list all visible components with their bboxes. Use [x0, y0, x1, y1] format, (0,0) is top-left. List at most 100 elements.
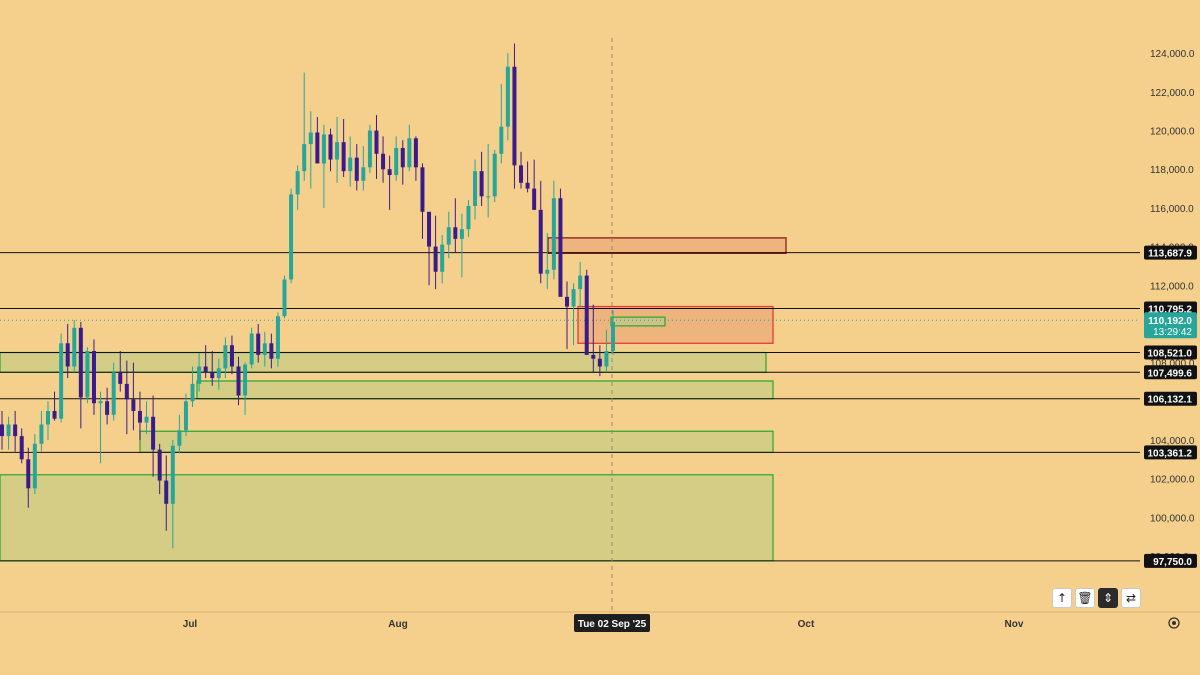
level-tag-bg-3: [1144, 365, 1197, 380]
crosshair-date-label: Tue 02 Sep '25: [578, 619, 647, 630]
chevron-up-down-icon: ⇕: [1102, 591, 1114, 605]
candle-body-48: [315, 132, 320, 164]
trash-icon: 🗑: [1077, 591, 1093, 605]
candle-body-16: [105, 401, 110, 415]
demand-zone-4: [196, 380, 774, 400]
candle-body-4: [26, 459, 31, 489]
candle-body-22: [144, 416, 149, 423]
candle-body-69: [453, 227, 458, 239]
delete-button[interactable]: 🗑: [1075, 588, 1095, 608]
candle-body-62: [407, 138, 412, 168]
candle-body-38: [249, 333, 254, 365]
candle-body-87: [571, 289, 576, 307]
candle-body-60: [394, 147, 399, 176]
candle-body-72: [473, 171, 478, 206]
candle-body-53: [348, 157, 353, 172]
level-tag-label-3: 107,499.6: [1148, 368, 1193, 379]
candle-body-76: [499, 126, 504, 154]
level-tag-bg-1: [1144, 301, 1197, 316]
candle-body-32: [210, 372, 215, 379]
candle-body-85: [558, 198, 563, 297]
candle-body-88: [578, 275, 583, 290]
candle-body-3: [19, 436, 24, 460]
candle-body-33: [216, 368, 221, 379]
time-label-jul: Jul: [183, 619, 198, 630]
candle-body-5: [32, 443, 37, 489]
candle-body-92: [604, 351, 609, 367]
candle-body-78: [512, 66, 517, 166]
candle-body-13: [85, 351, 90, 398]
price-tick-label-1: 122,000.0: [1150, 88, 1195, 99]
candle-body-25: [164, 480, 169, 504]
price-tick-label-9: 100,000.0: [1150, 513, 1195, 524]
price-tick-label-0: 124,000.0: [1150, 49, 1195, 60]
candle-body-21: [137, 410, 142, 423]
candle-body-15: [98, 401, 103, 404]
level-tag-bg-6: [1144, 553, 1197, 568]
candle-body-54: [354, 157, 359, 181]
gear-icon: [1168, 617, 1180, 629]
candle-body-59: [387, 169, 392, 176]
candle-body-34: [223, 345, 228, 369]
candle-body-10: [65, 343, 70, 367]
candle-body-52: [341, 142, 346, 172]
candle-body-50: [328, 134, 333, 160]
countdown-label: 13:29:42: [1153, 327, 1192, 338]
candle-body-81: [532, 188, 537, 210]
level-tag-label-0: 113,687.9: [1148, 249, 1192, 260]
candle-body-2: [13, 424, 18, 437]
candle-body-74: [486, 196, 491, 198]
candle-body-7: [45, 410, 50, 425]
candle-body-73: [479, 171, 484, 197]
price-tick-label-8: 102,000.0: [1150, 475, 1195, 486]
candle-body-9: [59, 343, 64, 419]
current-price-label: 110,192.0: [1148, 316, 1192, 327]
candle-body-64: [420, 167, 425, 212]
candle-body-46: [302, 144, 307, 172]
candle-body-14: [91, 351, 96, 404]
arrow-up-icon: ↑: [1056, 591, 1068, 605]
current-price-tag: [1144, 312, 1197, 339]
candle-body-80: [525, 182, 530, 189]
price-tick-label-5: 112,000.0: [1150, 281, 1194, 292]
candle-body-58: [381, 153, 386, 170]
candle-body-19: [124, 383, 129, 400]
marker-zone-2: [610, 316, 666, 327]
candle-body-71: [466, 205, 471, 230]
candle-body-43: [282, 279, 287, 317]
level-tag-bg-5: [1144, 445, 1197, 460]
candle-body-36: [236, 366, 241, 396]
candle-body-44: [289, 194, 294, 280]
candle-body-17: [111, 372, 116, 415]
price-tick-label-3: 118,000.0: [1150, 165, 1194, 176]
price-tick-label-7: 104,000.0: [1150, 436, 1195, 447]
candle-body-51: [335, 142, 340, 160]
swap-button[interactable]: ⇄: [1121, 588, 1141, 608]
level-tag-label-6: 97,750.0: [1153, 557, 1192, 568]
level-tag-label-1: 110,795.2: [1148, 305, 1192, 316]
candle-body-42: [275, 316, 280, 359]
candle-body-18: [118, 372, 123, 384]
candle-body-0: [0, 424, 4, 437]
candle-body-1: [6, 424, 11, 437]
level-tag-label-4: 106,132.1: [1148, 395, 1193, 406]
candle-body-35: [229, 345, 234, 367]
candle-body-84: [551, 198, 556, 270]
candle-body-40: [262, 343, 267, 355]
time-label-aug: Aug: [388, 619, 407, 630]
candle-body-20: [131, 399, 136, 411]
candle-body-89: [584, 275, 589, 355]
candle-body-61: [400, 147, 405, 168]
candle-body-47: [308, 132, 313, 145]
candle-body-12: [78, 327, 83, 398]
collapse-button[interactable]: ⇕: [1098, 588, 1118, 608]
candle-body-39: [256, 333, 261, 355]
supply-zone-1: [577, 305, 774, 344]
level-tag-bg-2: [1144, 345, 1197, 360]
move-up-button[interactable]: ↑: [1052, 588, 1072, 608]
candle-body-77: [505, 66, 510, 127]
candle-body-29: [190, 383, 195, 402]
candle-body-68: [446, 227, 451, 245]
